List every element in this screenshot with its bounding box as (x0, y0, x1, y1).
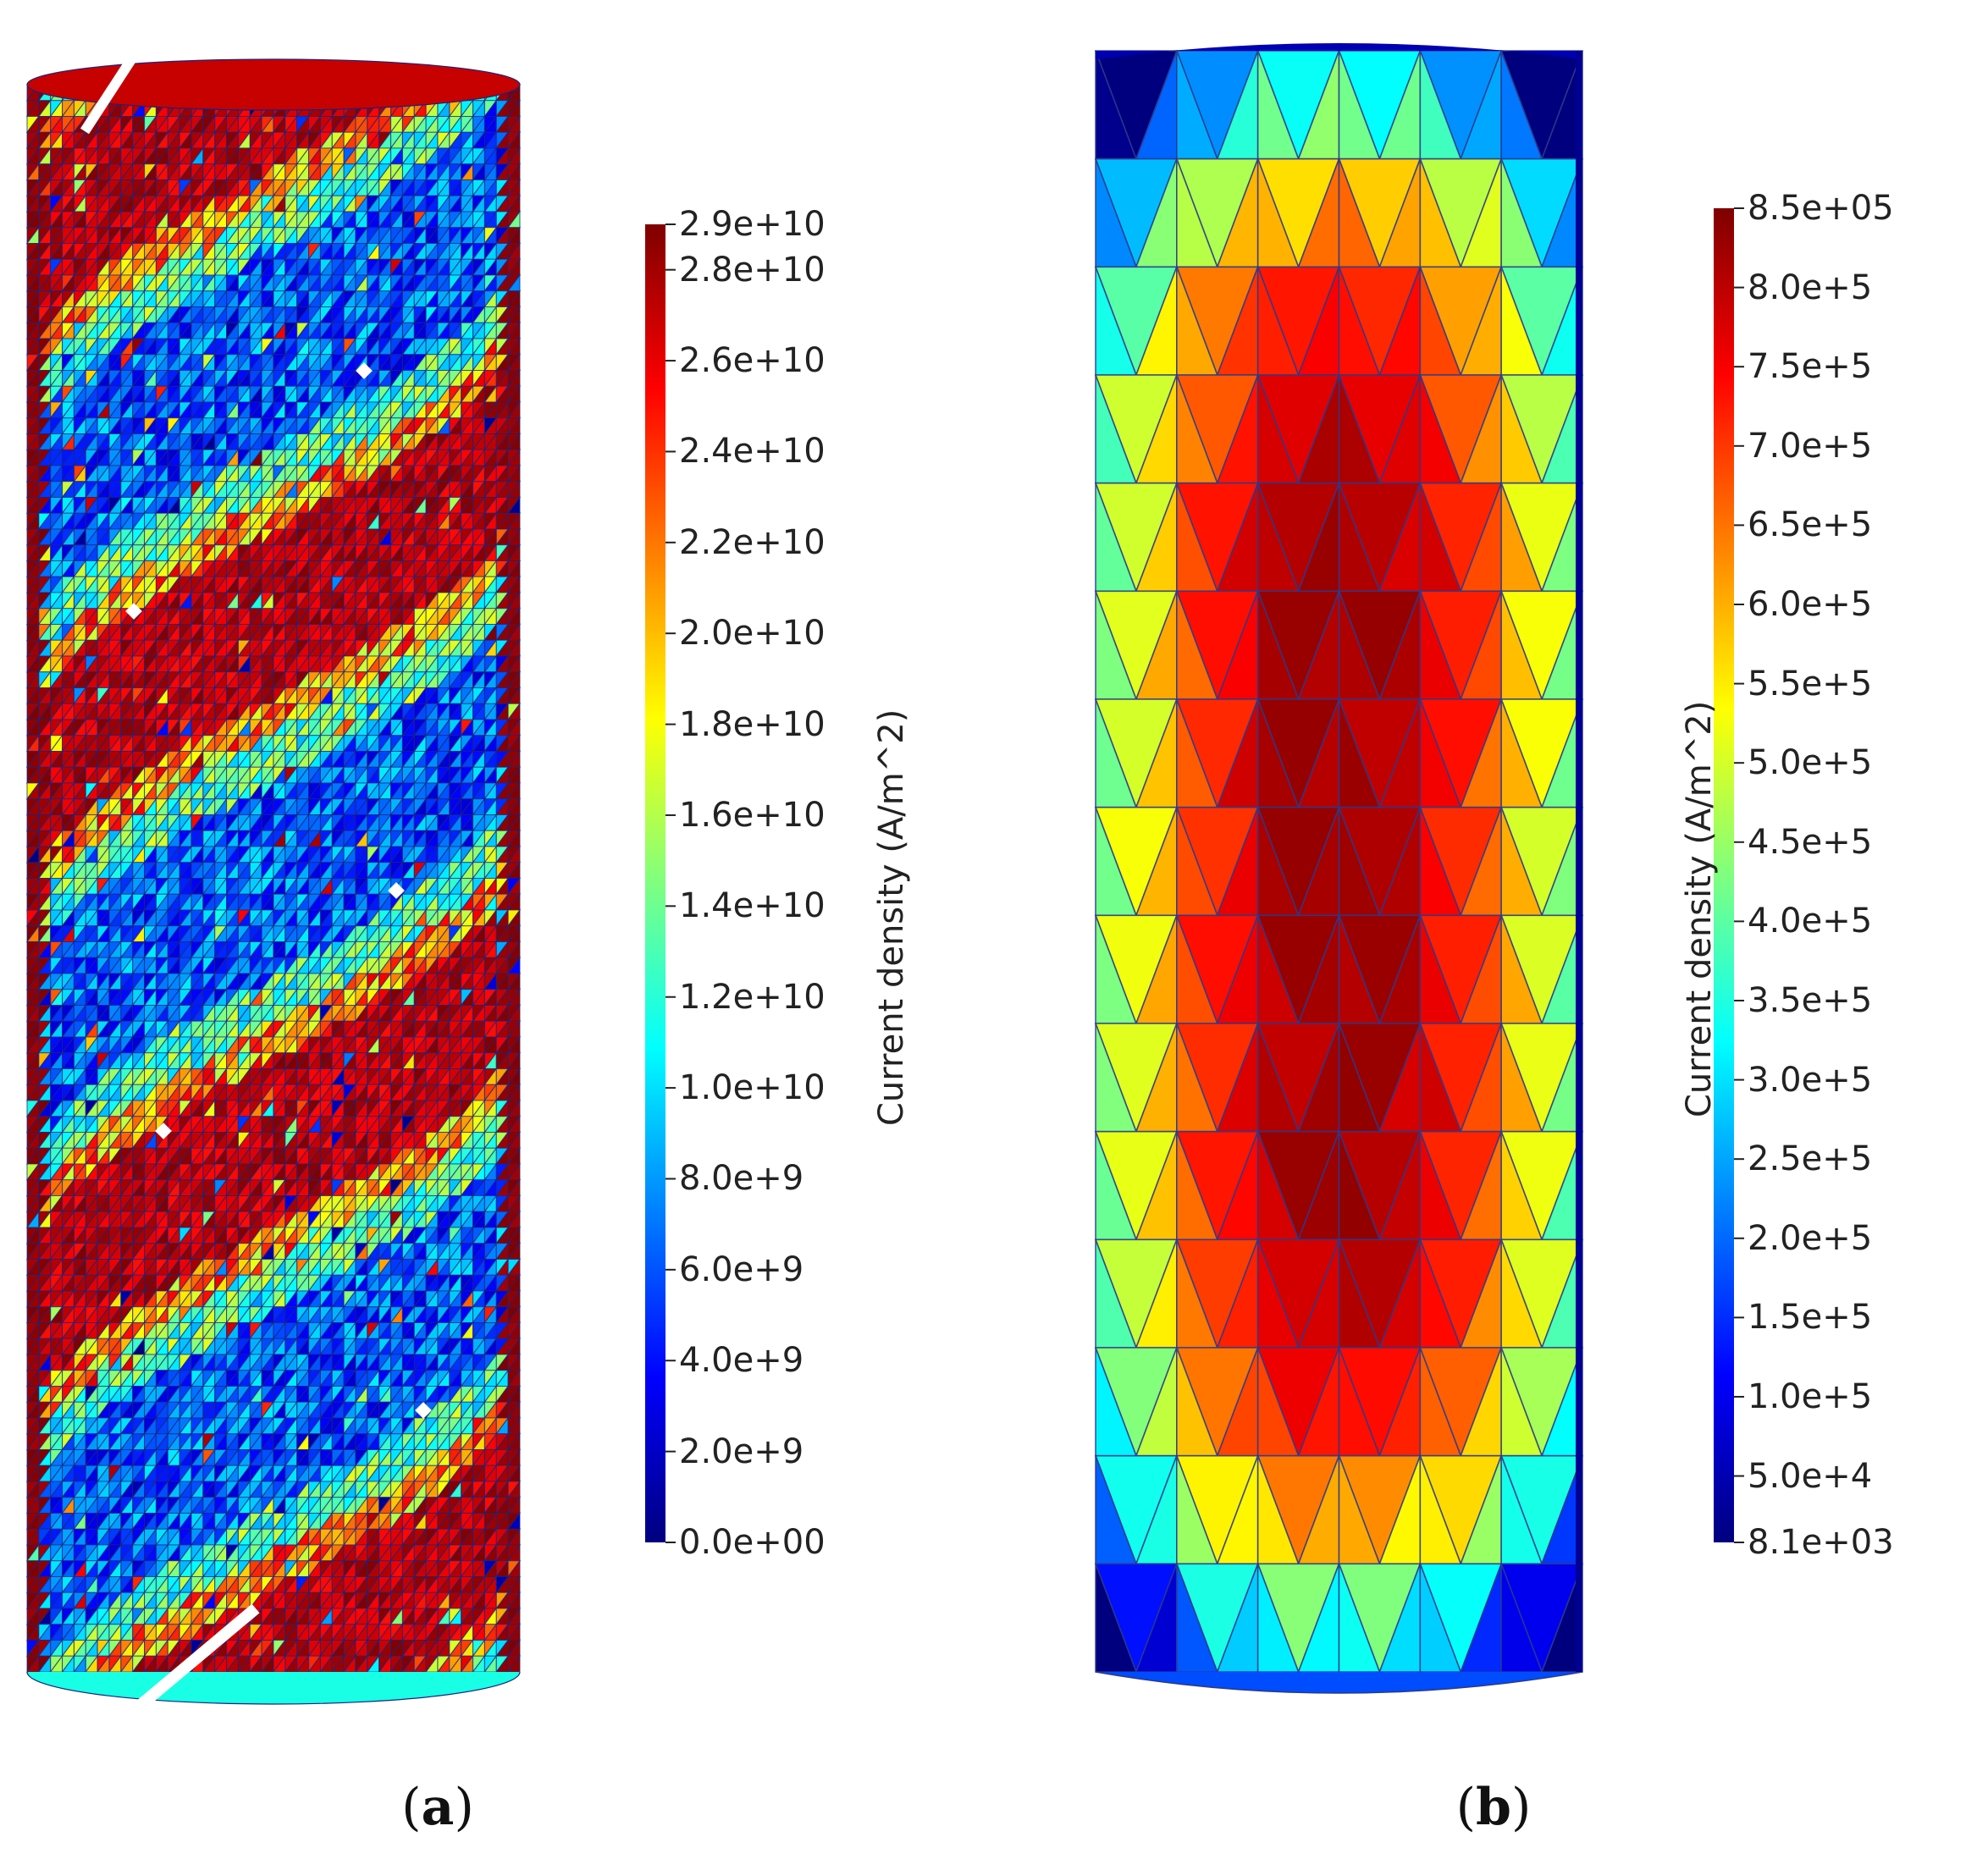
colorbar-tick-label: 2.9e+10 (679, 205, 826, 244)
colorbar-tick-label: 4.0e+5 (1748, 902, 1873, 941)
colorbar-tick-label: 4.0e+9 (679, 1341, 804, 1381)
colorbar-gradient (645, 224, 665, 1542)
colorbar-a (645, 223, 676, 1543)
colorbar-tick-label: 6.5e+5 (1748, 505, 1873, 545)
colorbar-tick-label: 6.0e+9 (679, 1249, 804, 1289)
colorbar-tick-label: 2.0e+5 (1748, 1218, 1873, 1258)
colorbar-tick-label: 2.6e+10 (679, 341, 826, 381)
colorbar-tick-label: 2.5e+5 (1748, 1139, 1873, 1179)
panel-a: 2.9e+10 2.8e+10 2.6e+10 2.4e+10 2.2e+10 2.0e+… (25, 58, 911, 1837)
colorbar-tick-label: 2.0e+10 (679, 614, 826, 654)
colorbar-tick-label: 5.0e+4 (1748, 1456, 1873, 1496)
cylinder-mesh-b (1094, 43, 1584, 1694)
colorbar-tick-label: 8.0e+5 (1748, 268, 1873, 307)
colorbar-tick-label: 1.5e+5 (1748, 1298, 1873, 1338)
colorbar-tick-label: 0.0e+00 (679, 1523, 826, 1562)
caption-b: (b) (1455, 1778, 1532, 1837)
colorbar-tick-label: 2.4e+10 (679, 432, 826, 472)
colorbar-tick-label: 2.8e+10 (679, 250, 826, 290)
colorbar-tick-label: 5.5e+5 (1748, 664, 1873, 703)
colorbar-tick-label: 8.5e+05 (1748, 189, 1894, 228)
colorbar-tick-label: 1.0e+5 (1748, 1376, 1873, 1416)
colorbar-tick-label: 4.5e+5 (1748, 822, 1873, 862)
colorbar-b-title: Current density (A/m^2) (1680, 700, 1719, 1117)
panel-b: 8.5e+05 8.0e+5 7.5e+5 7.0e+5 6.5e+5 6.0e+5 5.5… (994, 0, 1988, 1859)
colorbar-tick-label: 3.5e+5 (1748, 980, 1873, 1020)
colorbar-tick-label: 8.0e+9 (679, 1159, 804, 1199)
cylinder-mesh-a (25, 58, 522, 1705)
colorbar-tick-label: 5.0e+5 (1748, 743, 1873, 783)
colorbar-tick-label: 7.5e+5 (1748, 347, 1873, 387)
colorbar-tick-label: 1.2e+10 (679, 977, 826, 1017)
colorbar-tick-label: 7.0e+5 (1748, 426, 1873, 466)
colorbar-tick-label: 2.2e+10 (679, 522, 826, 562)
colorbar-a-title: Current density (A/m^2) (872, 709, 911, 1126)
caption-a: (a) (401, 1778, 474, 1837)
colorbar-tick-label: 1.4e+10 (679, 886, 826, 926)
colorbar-tick-label: 1.0e+10 (679, 1068, 826, 1108)
colorbar-tick-label: 6.0e+5 (1748, 584, 1873, 624)
colorbar-tick-label: 2.0e+9 (679, 1431, 804, 1471)
colorbar-b (1714, 207, 1744, 1543)
colorbar-gradient (1714, 208, 1734, 1542)
colorbar-tick-label: 3.0e+5 (1748, 1060, 1873, 1100)
colorbar-tick-label: 1.8e+10 (679, 704, 826, 744)
colorbar-tick-label: 1.6e+10 (679, 795, 826, 835)
colorbar-tick-label: 8.1e+03 (1748, 1523, 1894, 1562)
